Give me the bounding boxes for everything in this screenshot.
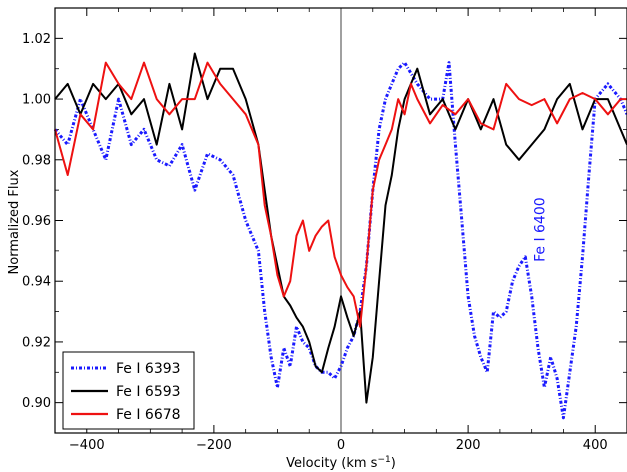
- y-tick-label: 0.92: [22, 335, 51, 350]
- y-tick-label: 0.98: [22, 153, 51, 168]
- x-tick-label: −400: [69, 438, 105, 453]
- legend-label: Fe I 6678: [116, 407, 181, 423]
- tick-label-layer: −400 −200 0 200 400 0.90 0.92 0.94 0.96 0.98 1.00 1…: [22, 32, 608, 453]
- y-tick-label: 0.90: [22, 396, 51, 411]
- fe-6400-annotation: Fe I 6400: [532, 197, 548, 262]
- y-axis-label: Normalized Flux: [7, 169, 22, 274]
- y-tick-label: 1.00: [22, 93, 51, 108]
- x-tick-label: 400: [583, 438, 608, 453]
- y-tick-label: 1.02: [22, 32, 51, 47]
- legend-label: Fe I 6593: [116, 384, 181, 400]
- y-tick-label: 0.94: [22, 275, 51, 290]
- series-line-fe-i-6593: [54, 52, 627, 404]
- legend: Fe I 6393 Fe I 6593 Fe I 6678: [62, 351, 195, 430]
- y-tick-label: 0.96: [22, 214, 51, 229]
- x-tick-label: −200: [196, 438, 232, 453]
- x-tick-label: 200: [456, 438, 481, 453]
- series-layer: [53, 52, 627, 420]
- plot-frame: [54, 7, 627, 434]
- x-tick-label: 0: [337, 438, 345, 453]
- series-line-fe-i-6678: [54, 61, 627, 328]
- x-axis-label: Velocity (km s−1): [286, 455, 396, 471]
- legend-label: Fe I 6393: [116, 361, 181, 377]
